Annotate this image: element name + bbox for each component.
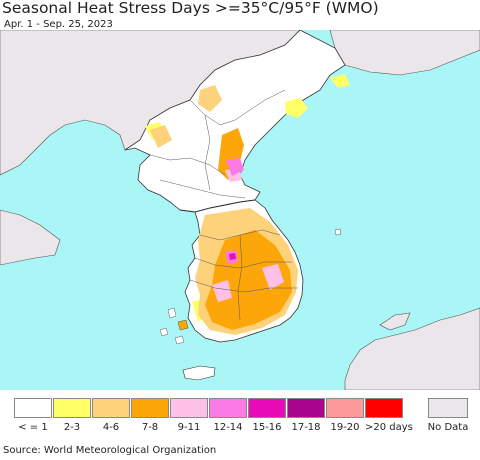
patch-2-3-north-east (285, 98, 308, 118)
legend-swatch (287, 398, 325, 418)
legend-label: 15-16 (252, 422, 282, 433)
legend-label: 12-14 (213, 422, 243, 433)
dmz-line (179, 199, 256, 213)
legend-label: 19-20 (330, 422, 360, 433)
legend-label: 17-18 (291, 422, 321, 433)
legend-swatch (14, 398, 52, 418)
patch-4-6-north (198, 85, 222, 112)
island (159, 327, 169, 337)
source-credit: Source: World Meteorological Organizatio… (3, 445, 217, 456)
boundary-line (159, 179, 246, 199)
legend-label: 7-8 (141, 422, 159, 433)
jeju-island (182, 365, 216, 381)
patch-9-11-c (212, 280, 232, 302)
legend-swatch-no-data (428, 398, 468, 418)
patch-4-6-north-west (150, 125, 172, 148)
legend-label: < = 1 (18, 422, 48, 433)
boundary-line (237, 234, 243, 321)
legend-swatch (131, 398, 169, 418)
island (174, 335, 185, 345)
map-subtitle: Apr. 1 - Sep. 25, 2023 (4, 19, 113, 30)
patch-9-11-b (262, 264, 284, 290)
legend-swatch (209, 398, 247, 418)
legend: < = 1 2-3 4-6 7-8 9-11 12-14 15-16 17-18 19-20 >2… (10, 398, 480, 438)
japan-land (344, 307, 480, 390)
legend-swatch (248, 398, 286, 418)
patch-2-3-coast (330, 74, 350, 88)
legend-label-no-data: No Data (427, 422, 469, 433)
legend-label: 4-6 (102, 422, 120, 433)
japan-island (379, 312, 411, 331)
boundary-line (194, 257, 292, 269)
legend-label: >20 days (365, 422, 413, 433)
legend-swatch (326, 398, 364, 418)
boundary-line (189, 279, 298, 293)
ulleung-island (334, 228, 342, 236)
legend-label: 9-11 (177, 422, 201, 433)
island (177, 319, 189, 331)
legend-swatch (92, 398, 130, 418)
legend-swatch (365, 398, 403, 418)
shandong-land (0, 209, 61, 266)
patch-15-16 (229, 253, 236, 260)
heat-stress-map (0, 30, 480, 390)
boundary-line (149, 154, 226, 176)
legend-label: 2-3 (63, 422, 81, 433)
island (167, 307, 177, 319)
legend-swatch (170, 398, 208, 418)
patch-12-14-a (226, 158, 244, 176)
map-title: Seasonal Heat Stress Days >=35°C/95°F (W… (2, 0, 379, 17)
boundary-line (204, 114, 211, 191)
legend-swatch (53, 398, 91, 418)
